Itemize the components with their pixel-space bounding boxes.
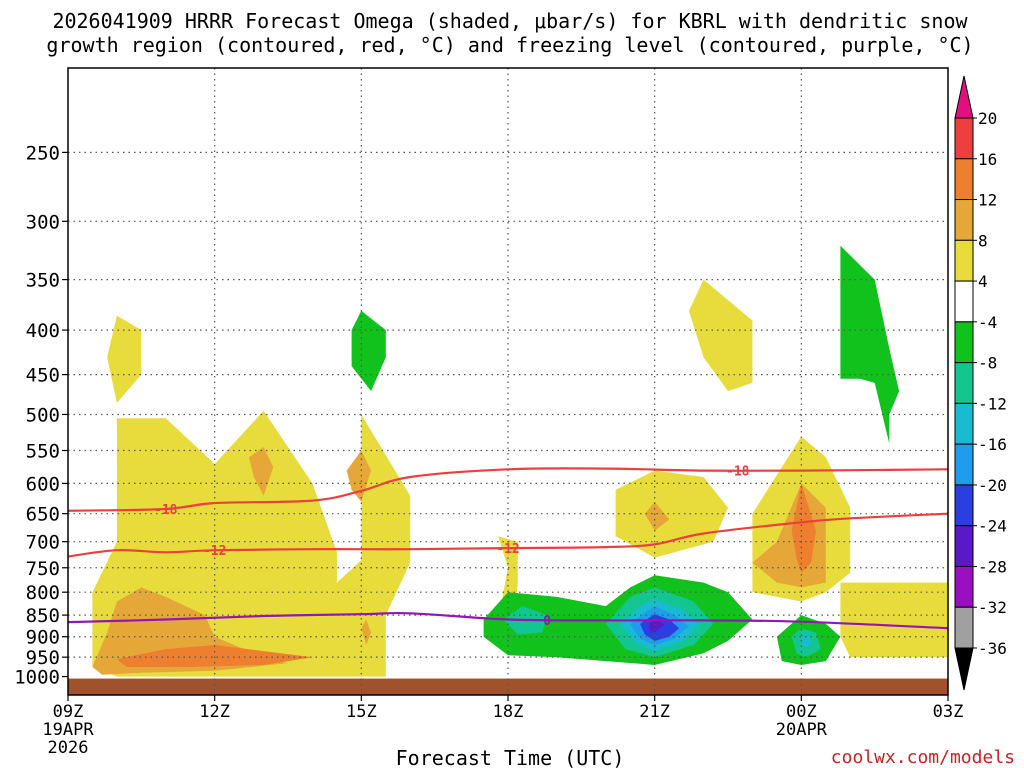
pressure-axis: 2503003504004505005506006507007508008509… bbox=[14, 142, 68, 689]
colorbar-box-10 bbox=[954, 525, 974, 567]
contour-label-0-0: 0 bbox=[543, 614, 551, 629]
contour-line--12 bbox=[67, 512, 949, 558]
colorbar-box-8 bbox=[954, 443, 974, 486]
contour-label--12-0: -12 bbox=[203, 544, 226, 559]
omega-region-3 bbox=[116, 645, 313, 667]
y-tick-label-350: 350 bbox=[26, 270, 60, 292]
y-tick-label-750: 750 bbox=[26, 558, 60, 580]
omega-region-10 bbox=[688, 279, 753, 392]
x-axis-label: Forecast Time (UTC) bbox=[396, 746, 625, 768]
x-tick-label-21Z: 21Z bbox=[639, 702, 670, 722]
omega-region-16 bbox=[351, 310, 386, 392]
y-tick-label-250: 250 bbox=[26, 142, 60, 164]
colorbar-box-3 bbox=[954, 239, 974, 282]
omega-region-27 bbox=[801, 632, 812, 650]
omega-colorbar: 20 16 12 8 4 -4 -8 -12 -16 -20 -24 -28 -32 -36 bbox=[954, 75, 1007, 691]
colorbar-box-7 bbox=[954, 402, 974, 445]
colorbar-top-arrow bbox=[954, 75, 974, 119]
colorbar-label-6: -8 bbox=[978, 354, 997, 373]
colorbar-label-10: -24 bbox=[978, 517, 1007, 536]
x-tick-label-09Z: 09Z bbox=[53, 702, 84, 722]
chart-title: 2026041909 HRRR Forecast Omega (shaded, … bbox=[52, 9, 968, 33]
y-tick-label-550: 550 bbox=[26, 441, 60, 463]
colorbar-label-5: -4 bbox=[978, 313, 997, 332]
omega-region-0 bbox=[107, 315, 142, 403]
x-start-year: 2026 bbox=[48, 738, 89, 758]
colorbar-label-9: -20 bbox=[978, 476, 1007, 495]
omega-region-8 bbox=[615, 470, 728, 558]
colorbar-label-11: -28 bbox=[978, 557, 1007, 576]
source-credit: coolwx.com/models bbox=[831, 747, 1015, 768]
contour-label--18-0: -18 bbox=[154, 503, 178, 518]
y-tick-label-950: 950 bbox=[26, 647, 60, 669]
x-start-date: 19APR bbox=[42, 720, 94, 740]
colorbar-bottom-arrow bbox=[954, 647, 974, 691]
colorbar-box-9 bbox=[954, 484, 974, 527]
y-tick-label-700: 700 bbox=[26, 532, 60, 554]
colorbar-label-12: -32 bbox=[978, 598, 1007, 617]
colorbar-label-0: 20 bbox=[978, 109, 997, 128]
colorbar-box-12 bbox=[954, 606, 974, 649]
contour-line-0 bbox=[67, 611, 949, 630]
contour-label--12-1: -12 bbox=[496, 542, 519, 557]
contour-line--18 bbox=[67, 467, 949, 512]
y-tick-label-850: 850 bbox=[26, 605, 60, 627]
x-tick-label-18Z: 18Z bbox=[493, 702, 524, 722]
contour-label--18-1: -18 bbox=[726, 465, 750, 480]
colorbar-box-2 bbox=[954, 199, 974, 241]
omega-region-14 bbox=[840, 582, 948, 658]
y-tick-label-900: 900 bbox=[26, 627, 60, 649]
colorbar-box-4 bbox=[954, 280, 974, 323]
colorbar-label-3: 8 bbox=[978, 231, 988, 250]
y-tick-label-1000: 1000 bbox=[14, 667, 60, 689]
colorbar-label-7: -12 bbox=[978, 394, 1007, 413]
colorbar-box-5 bbox=[954, 321, 974, 364]
y-tick-label-800: 800 bbox=[26, 582, 60, 604]
y-tick-label-650: 650 bbox=[26, 504, 60, 526]
colorbar-label-8: -16 bbox=[978, 435, 1007, 454]
x-tick-label-03Z: 03Z bbox=[933, 702, 964, 722]
omega-region-17 bbox=[840, 245, 900, 444]
y-tick-label-500: 500 bbox=[26, 404, 60, 426]
chart-subtitle: growth region (contoured, red, °C) and f… bbox=[46, 33, 973, 57]
omega-region-6 bbox=[361, 619, 372, 645]
colorbar-label-2: 12 bbox=[978, 191, 997, 210]
x-tick-label-12Z: 12Z bbox=[199, 702, 230, 722]
y-tick-label-400: 400 bbox=[26, 320, 60, 342]
y-tick-label-450: 450 bbox=[26, 365, 60, 387]
x-tick-label-00Z: 00Z bbox=[786, 702, 817, 722]
omega-region-25 bbox=[649, 618, 665, 633]
x-tick-label-15Z: 15Z bbox=[346, 702, 377, 722]
y-tick-label-600: 600 bbox=[26, 473, 60, 495]
colorbar-box-6 bbox=[954, 362, 974, 404]
y-tick-label-300: 300 bbox=[26, 211, 60, 233]
colorbar-label-4: 4 bbox=[978, 272, 988, 291]
colorbar-box-1 bbox=[954, 158, 974, 201]
colorbar-label-13: -36 bbox=[978, 639, 1007, 658]
colorbar-box-0 bbox=[954, 117, 974, 160]
x-mid-date: 20APR bbox=[776, 720, 828, 740]
surface-ground bbox=[68, 678, 948, 695]
omega-region-9 bbox=[644, 501, 670, 531]
colorbar-box-11 bbox=[954, 565, 974, 608]
omega-region-13 bbox=[791, 483, 816, 573]
colorbar-label-1: 16 bbox=[978, 150, 997, 169]
plot-area: -18 -18 -12 -12 0 bbox=[67, 67, 949, 696]
